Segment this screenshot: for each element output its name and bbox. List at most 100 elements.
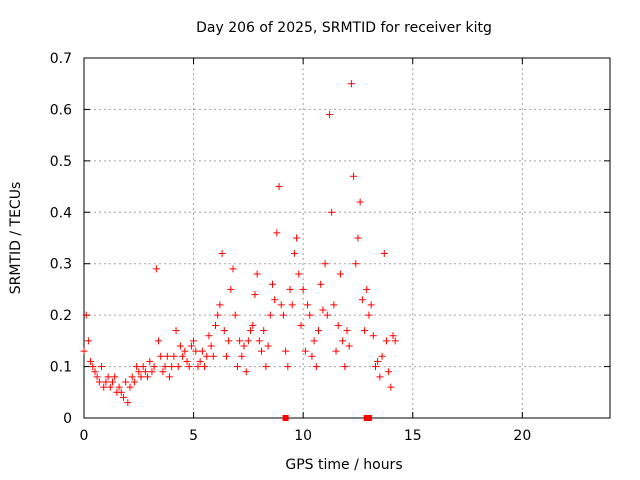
data-point [218,249,226,257]
data-point [130,378,138,386]
axis-marker [365,415,372,421]
data-point [288,301,296,309]
data-point [242,368,250,376]
data-point [371,363,379,371]
data-point [374,357,382,365]
data-point [317,280,325,288]
data-point [376,373,384,381]
data-point [255,337,263,345]
data-point [306,311,314,319]
data-point [251,291,259,299]
data-point [336,270,344,278]
data-point [174,363,182,371]
data-point [194,363,202,371]
data-point [321,260,329,268]
y-tick-label: 0.7 [50,51,72,67]
data-point [339,337,347,345]
data-point [137,373,145,381]
data-point [111,373,119,381]
data-point [304,301,312,309]
data-point [264,342,272,350]
data-point [277,301,285,309]
y-tick-label: 0.4 [50,205,72,221]
y-tick-label: 0.5 [50,154,72,170]
data-point [297,321,305,329]
data-point [133,363,141,371]
data-point [80,347,88,355]
data-point [192,347,200,355]
data-point [185,363,193,371]
data-point [332,347,340,355]
data-point [179,352,187,360]
data-point [141,368,149,376]
data-point [222,352,230,360]
data-point [168,363,176,371]
data-point [163,352,171,360]
data-point [367,301,375,309]
data-point [249,321,257,329]
data-point [350,172,358,180]
data-point [152,265,160,273]
plot-frame [83,57,611,419]
data-point [358,296,366,304]
data-point [187,342,195,350]
data-point [236,337,244,345]
axis-ticks: 0 5 10 15 20 0 0.1 0.2 0.3 0.4 0.5 0.6 0.7 [50,51,610,444]
data-point [89,363,97,371]
data-point [122,378,130,386]
data-point [262,363,270,371]
data-point [290,249,298,257]
y-tick-label: 0.1 [50,360,72,376]
data-point [244,337,252,345]
data-point [144,373,152,381]
data-point [155,337,163,345]
x-tick-label: 5 [189,428,198,444]
y-tick-label: 0.6 [50,102,72,118]
data-point [308,352,316,360]
data-point [273,229,281,237]
data-point [347,80,355,88]
x-tick-label: 10 [294,428,312,444]
data-point [240,342,248,350]
data-point [352,260,360,268]
data-point [159,368,167,376]
data-point [354,234,362,242]
data-point [214,311,222,319]
data-point [312,363,320,371]
gridlines [84,58,610,418]
data-point [212,321,219,329]
data-point [91,368,99,376]
data-point [190,337,198,345]
x-axis-label: GPS time / hours [285,457,402,473]
data-point [356,198,364,206]
data-point [385,368,393,376]
data-point [95,378,103,386]
data-point [363,285,371,293]
data-point [282,347,290,355]
data-point [196,357,204,365]
data-point [382,337,390,345]
data-point [220,327,228,335]
data-point [126,383,134,391]
x-axis-markers [282,415,372,421]
data-point [209,352,217,360]
data-point [172,327,180,335]
data-point [315,327,323,335]
y-tick-label: 0.2 [50,308,72,324]
data-point [102,378,110,386]
data-point [253,270,261,278]
data-point [207,342,215,350]
y-tick-label: 0.3 [50,257,72,273]
data-point [330,301,338,309]
data-points [80,80,399,407]
data-point [365,311,373,319]
data-point [389,332,397,340]
data-point [271,296,279,304]
data-point [203,352,211,360]
data-point [181,347,189,355]
data-point [135,368,143,376]
data-point [87,357,95,365]
data-point [369,332,377,340]
data-point [84,337,92,345]
